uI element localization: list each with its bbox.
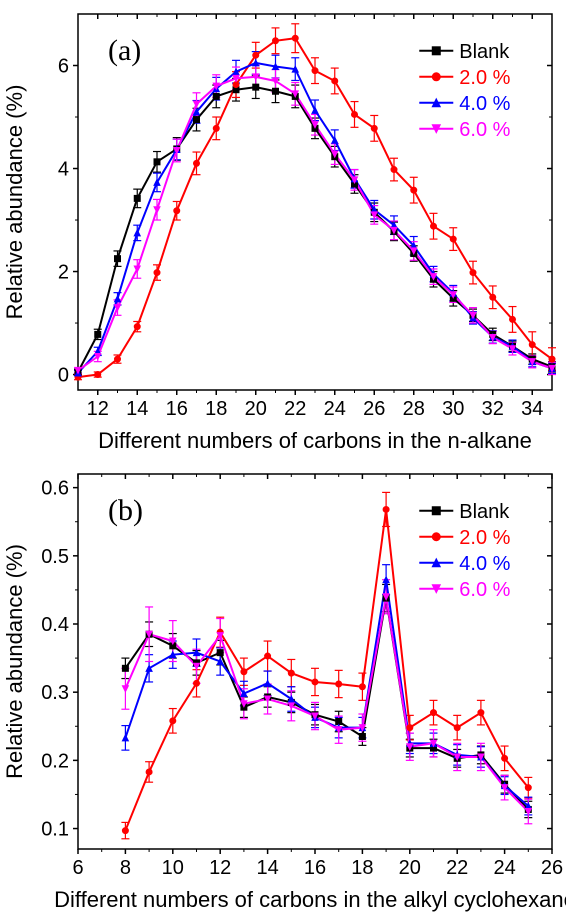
svg-text:8: 8 (120, 857, 131, 879)
svg-text:18: 18 (205, 398, 227, 420)
svg-text:(b): (b) (108, 494, 143, 527)
svg-text:12: 12 (209, 857, 231, 879)
panel-b: 6 8 10 12 14 16 18 20 22 24 26 0.1 0.2 0.3 0.4 0.5 0.6 Di… (0, 460, 566, 919)
svg-text:18: 18 (351, 857, 373, 879)
svg-text:26: 26 (541, 857, 563, 879)
chart-b: 6 8 10 12 14 16 18 20 22 24 26 0.1 0.2 0.3 0.4 0.5 0.6 Di… (0, 460, 566, 919)
svg-text:(a): (a) (108, 34, 141, 67)
svg-text:Relative abundance (%): Relative abundance (%) (2, 544, 27, 779)
svg-text:0.1: 0.1 (41, 819, 69, 841)
svg-text:4: 4 (58, 159, 69, 181)
svg-text:6.0 %: 6.0 % (459, 119, 510, 141)
page: 1214161820222426283032340246Different nu… (0, 0, 566, 919)
svg-text:Blank: Blank (459, 501, 510, 523)
svg-text:28: 28 (403, 398, 425, 420)
svg-text:22: 22 (284, 398, 306, 420)
svg-text:24: 24 (324, 398, 346, 420)
svg-text:20: 20 (399, 857, 421, 879)
svg-text:32: 32 (482, 398, 504, 420)
svg-text:30: 30 (442, 398, 464, 420)
svg-text:Blank: Blank (459, 41, 510, 63)
svg-text:0.4: 0.4 (41, 614, 69, 636)
svg-text:0.5: 0.5 (41, 546, 69, 568)
svg-text:0.6: 0.6 (41, 478, 69, 500)
svg-text:12: 12 (87, 398, 109, 420)
panel-a: 1214161820222426283032340246Different nu… (0, 0, 566, 460)
svg-text:6.0 %: 6.0 % (459, 579, 510, 601)
svg-text:20: 20 (245, 398, 267, 420)
svg-text:0.3: 0.3 (41, 682, 69, 704)
svg-text:34: 34 (521, 398, 543, 420)
svg-text:24: 24 (493, 857, 515, 879)
svg-text:6: 6 (58, 56, 69, 78)
svg-text:16: 16 (304, 857, 326, 879)
svg-text:14: 14 (256, 857, 278, 879)
svg-text:6: 6 (72, 857, 83, 879)
svg-text:2: 2 (58, 262, 69, 284)
svg-text:26: 26 (363, 398, 385, 420)
svg-text:4.0 %: 4.0 % (459, 93, 510, 115)
chart-a: 1214161820222426283032340246Different nu… (0, 0, 566, 460)
svg-text:2.0 %: 2.0 % (459, 527, 510, 549)
svg-text:0.2: 0.2 (41, 750, 69, 772)
svg-text:Different numbers of carbons i: Different numbers of carbons in the alky… (54, 887, 566, 912)
svg-text:22: 22 (446, 857, 468, 879)
svg-text:0: 0 (58, 365, 69, 387)
svg-text:16: 16 (166, 398, 188, 420)
svg-text:10: 10 (162, 857, 184, 879)
svg-text:Different numbers of carbons i: Different numbers of carbons in the n-al… (98, 428, 532, 453)
svg-text:4.0 %: 4.0 % (459, 553, 510, 575)
svg-text:Relative abundance (%): Relative abundance (%) (2, 85, 27, 320)
svg-text:14: 14 (126, 398, 148, 420)
svg-text:2.0 %: 2.0 % (459, 67, 510, 89)
